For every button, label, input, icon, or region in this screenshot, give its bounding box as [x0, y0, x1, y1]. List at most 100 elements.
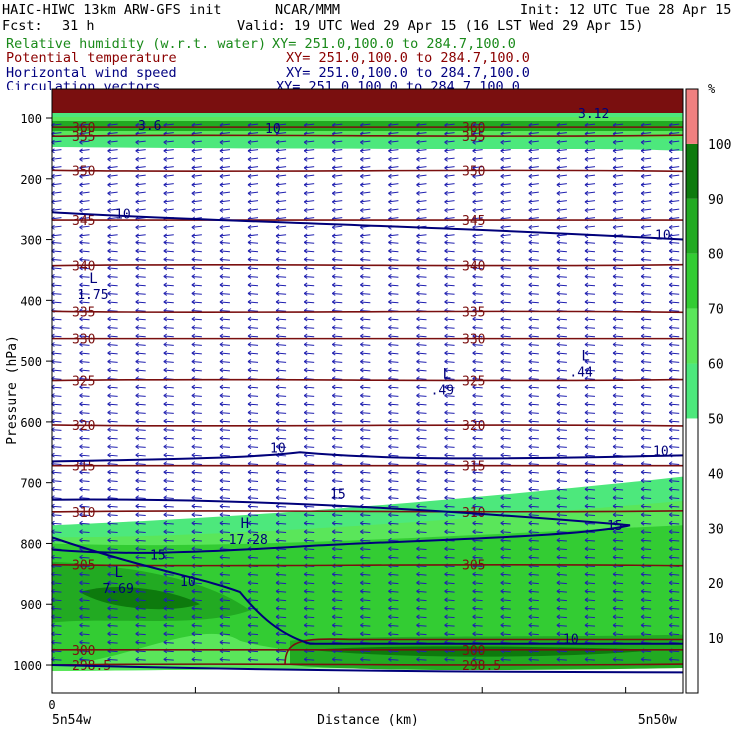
wind-vector [275, 427, 280, 433]
wind-vector [247, 239, 252, 245]
wind-vector [135, 248, 139, 254]
wind-vector [79, 497, 90, 499]
wind-vector [528, 291, 533, 296]
wind-vector [247, 183, 259, 186]
wind-vector [163, 403, 174, 406]
wind-vector [304, 267, 315, 270]
wind-vector [613, 395, 624, 397]
wind-vector [668, 554, 673, 560]
wind-vector [528, 469, 533, 475]
wind-vector [51, 573, 62, 576]
wind-vector [107, 208, 118, 211]
wind-vector [641, 633, 652, 636]
wind-vector [500, 435, 505, 441]
wind-vector [388, 480, 399, 482]
rh-top-band [52, 89, 683, 113]
wind-vector [584, 327, 596, 329]
wind-vector [135, 395, 146, 397]
wind-vector [500, 497, 511, 499]
wind-vector [303, 182, 308, 188]
wind-vector [528, 292, 539, 295]
wind-vector [219, 182, 224, 188]
wind-vector [135, 580, 139, 586]
wind-vector [669, 361, 680, 363]
rh-fill-lower [310, 646, 660, 657]
wind-vector [472, 199, 476, 205]
wind-vector [191, 418, 196, 424]
wind-vector [669, 191, 680, 194]
wind-vector [444, 403, 455, 406]
wind-vector [79, 282, 83, 288]
wind-vector [612, 546, 617, 552]
wind-vector [500, 301, 511, 304]
wind-vector [360, 367, 364, 373]
theta-label: 305 [462, 559, 485, 574]
wind-vector [275, 274, 280, 279]
wind-vector [331, 631, 336, 637]
wind-vector [528, 148, 533, 154]
wind-vector [247, 191, 259, 194]
wind-vector [331, 265, 336, 271]
wind-vector [388, 573, 399, 576]
wind-vector [219, 446, 230, 448]
wind-vector [332, 607, 343, 610]
wind-vector [135, 199, 139, 205]
wind-vector [275, 605, 280, 611]
wind-vector [416, 352, 427, 355]
wind-vector [641, 522, 652, 525]
wind-vector [360, 182, 364, 188]
wind-vector [360, 488, 371, 491]
wind-vector [669, 140, 680, 143]
wind-vector [360, 327, 371, 329]
wind-vector [472, 554, 476, 560]
wind-vector [668, 265, 673, 271]
wind-vector [528, 282, 533, 288]
wind-vector [668, 359, 673, 364]
wind-vector [247, 463, 259, 465]
wind-vector [275, 156, 280, 162]
wind-vector [163, 369, 174, 372]
wind-vector [641, 531, 652, 534]
wind-vector [191, 369, 202, 372]
wind-vector [500, 275, 511, 278]
wind-vector [528, 267, 539, 270]
wind-vector [247, 582, 259, 585]
wind-vector [556, 427, 561, 433]
wind-vector [444, 395, 455, 397]
wind-vector [360, 267, 371, 270]
wind-vector [79, 182, 83, 188]
wind-vector [641, 234, 652, 237]
wind-vector [612, 350, 617, 356]
wind-vector [276, 174, 287, 177]
wind-vector [191, 597, 196, 603]
wind-vector [416, 512, 420, 518]
wind-vector [79, 207, 83, 213]
wind-vector [388, 352, 399, 355]
wind-vector [276, 157, 287, 160]
wind-vector [388, 208, 399, 211]
wind-vector [388, 359, 392, 364]
wind-vector [191, 437, 202, 440]
wind-vector [388, 350, 392, 356]
wind-vector [303, 190, 308, 196]
field-name-wind: Horizontal wind speed [6, 65, 177, 81]
wind-vector [556, 359, 561, 364]
top-region-label: 3.6 [138, 119, 161, 134]
wind-vector [219, 539, 230, 542]
x-left-end-label: 5n54w [52, 713, 91, 728]
wind-vector [613, 335, 624, 338]
wind-vector [163, 200, 174, 203]
wind-vector [472, 149, 483, 152]
wind-vector [219, 478, 224, 484]
wind-vector [668, 393, 673, 398]
wind-vector [331, 239, 336, 245]
wind-vector [388, 267, 399, 270]
wind-vector [444, 367, 448, 373]
wind-vector [135, 384, 139, 390]
wind-vector [444, 241, 455, 244]
wind-vector [612, 257, 617, 262]
wind-vector [444, 292, 455, 295]
wind-vector [163, 316, 168, 322]
wind-vector [556, 274, 561, 279]
wind-vector [304, 573, 315, 576]
